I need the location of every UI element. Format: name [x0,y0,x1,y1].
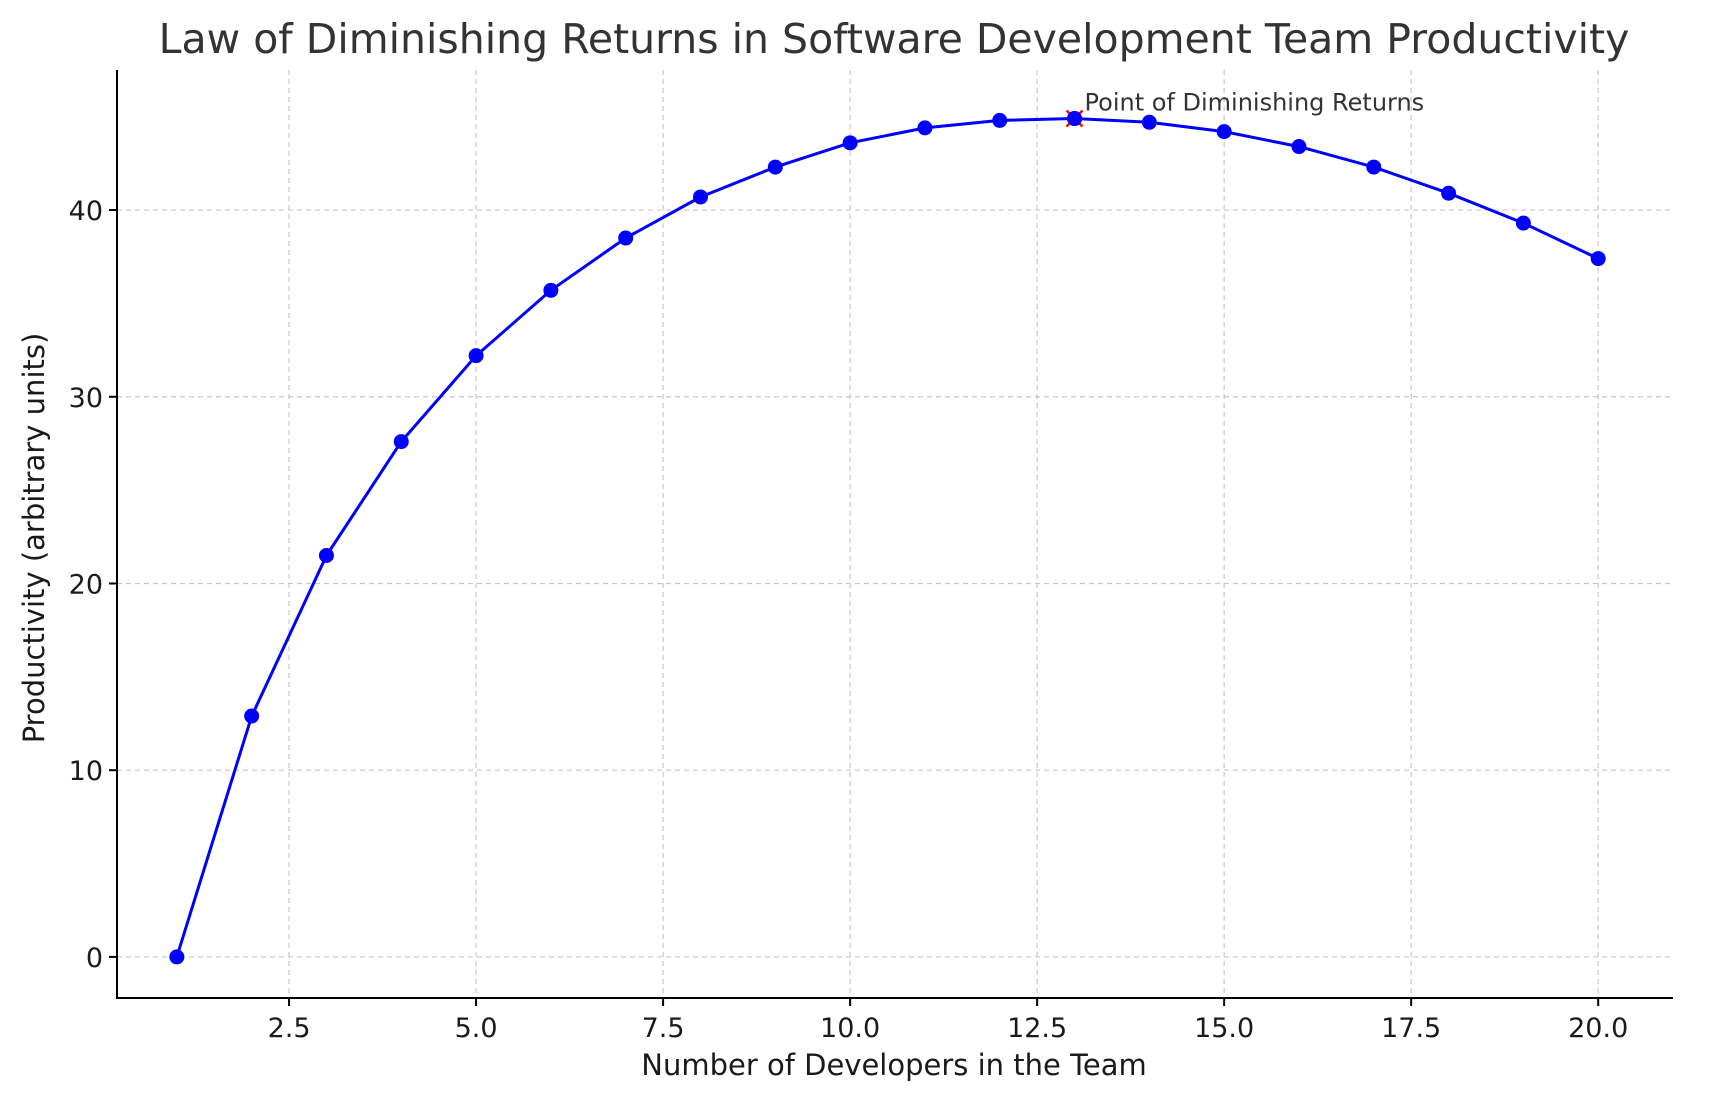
data-point [318,547,334,563]
data-point [169,949,185,965]
data-point [1141,114,1157,130]
x-tick-label: 12.5 [1007,1013,1067,1044]
annotation-label: Point of Diminishing Returns [1085,89,1425,117]
data-point [543,282,559,298]
ticks: 2.5 5.0 7.5 10.0 12.5 15.0 17.5 20.0 0 10 20 30 40 [69,196,1629,1044]
x-tick-label: 7.5 [642,1013,685,1044]
x-axis-label: Number of Developers in the Team [641,1048,1146,1082]
y-tick-label: 0 [86,943,103,974]
y-tick-label: 10 [69,756,103,787]
axes [116,70,1673,999]
series-line [175,117,1600,959]
data-point [1216,124,1232,140]
x-tick-label: 5.0 [455,1013,498,1044]
data-point [992,112,1008,128]
data-point [917,120,933,136]
annotated-data-point [1067,111,1083,127]
data-point [842,135,858,151]
data-point [393,434,409,450]
data-point [1515,215,1531,231]
y-axis-label: Productivity (arbitrary units) [17,333,51,744]
x-tick-label: 20.0 [1568,1013,1628,1044]
y-tick-label: 30 [69,383,103,414]
data-point [1366,159,1382,175]
annotations: Point of Diminishing Returns [1065,89,1425,128]
data-point [767,159,783,175]
grid [117,70,1673,998]
data-point [1291,139,1307,155]
series [169,111,1606,965]
y-tick-label: 40 [69,196,103,227]
chart-title: Law of Diminishing Returns in Software D… [159,15,1630,63]
x-tick-label: 17.5 [1381,1013,1441,1044]
data-point [244,708,260,724]
x-tick-label: 10.0 [820,1013,880,1044]
data-point [1441,185,1457,201]
data-point [618,230,634,246]
data-point [1590,251,1606,267]
x-tick-label: 15.0 [1194,1013,1254,1044]
x-tick-label: 2.5 [268,1013,311,1044]
data-point [693,189,708,205]
data-point [468,348,484,364]
y-tick-label: 20 [69,569,103,600]
